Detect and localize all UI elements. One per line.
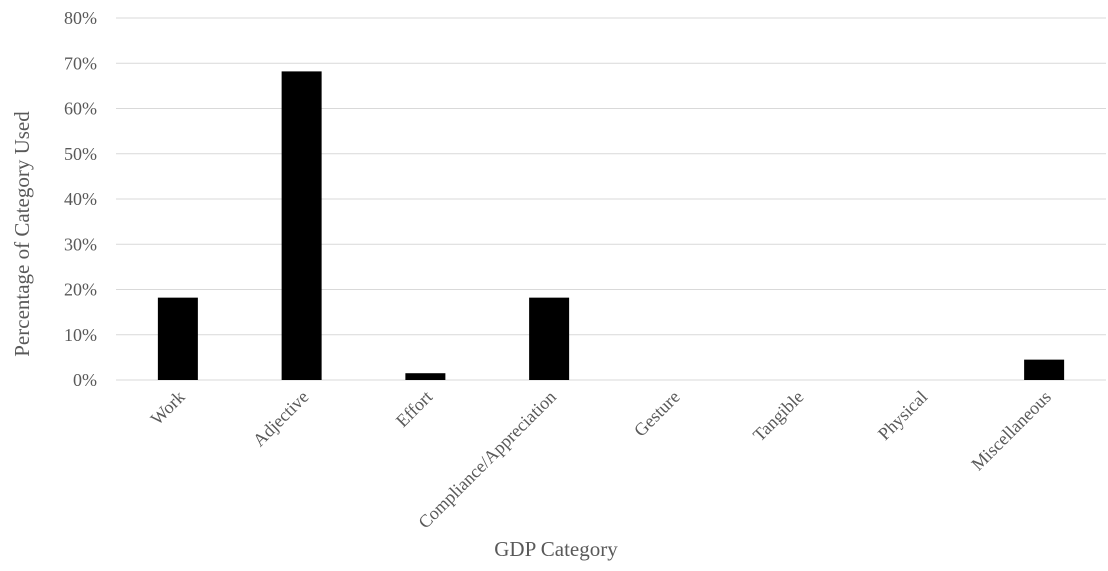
bars [157,71,1065,381]
y-axis-title: Percentage of Category Used [10,111,34,357]
y-tick-label: 60% [64,99,97,119]
x-axis-ticks: Work Adjective EffortCompliance/Appreciati… [147,387,1055,533]
x-tick-label: Compliance/Appreciation [414,387,560,533]
x-tick-label: Miscellaneous [967,387,1055,475]
bar-work [157,297,198,380]
y-tick-label: 80% [64,8,97,28]
x-tick-label: Physical [874,387,931,444]
bar-effort [405,373,446,380]
x-tick-label: Tangible [749,387,807,445]
y-tick-label: 20% [64,280,97,300]
y-tick-label: 30% [64,234,97,254]
x-tick-label: Gesture [630,387,684,441]
gridlines [116,17,1106,381]
y-tick-label: 10% [64,325,97,345]
bar-compliance-appreciation [529,297,570,380]
x-tick-label: Adjective [249,387,313,451]
y-axis-ticks: 0% 10% 20% 30% 40% 50% 60% 70% 80% [64,8,97,390]
y-tick-label: 50% [64,144,97,164]
x-tick-label: Effort [392,387,436,431]
y-tick-label: 0% [73,370,97,390]
y-tick-label: 70% [64,53,97,73]
x-tick-label: Work [147,387,189,429]
x-axis-title: GDP Category [494,537,618,561]
bar-miscellaneous [1024,359,1065,380]
bar-adjective [281,71,322,381]
y-tick-label: 40% [64,189,97,209]
